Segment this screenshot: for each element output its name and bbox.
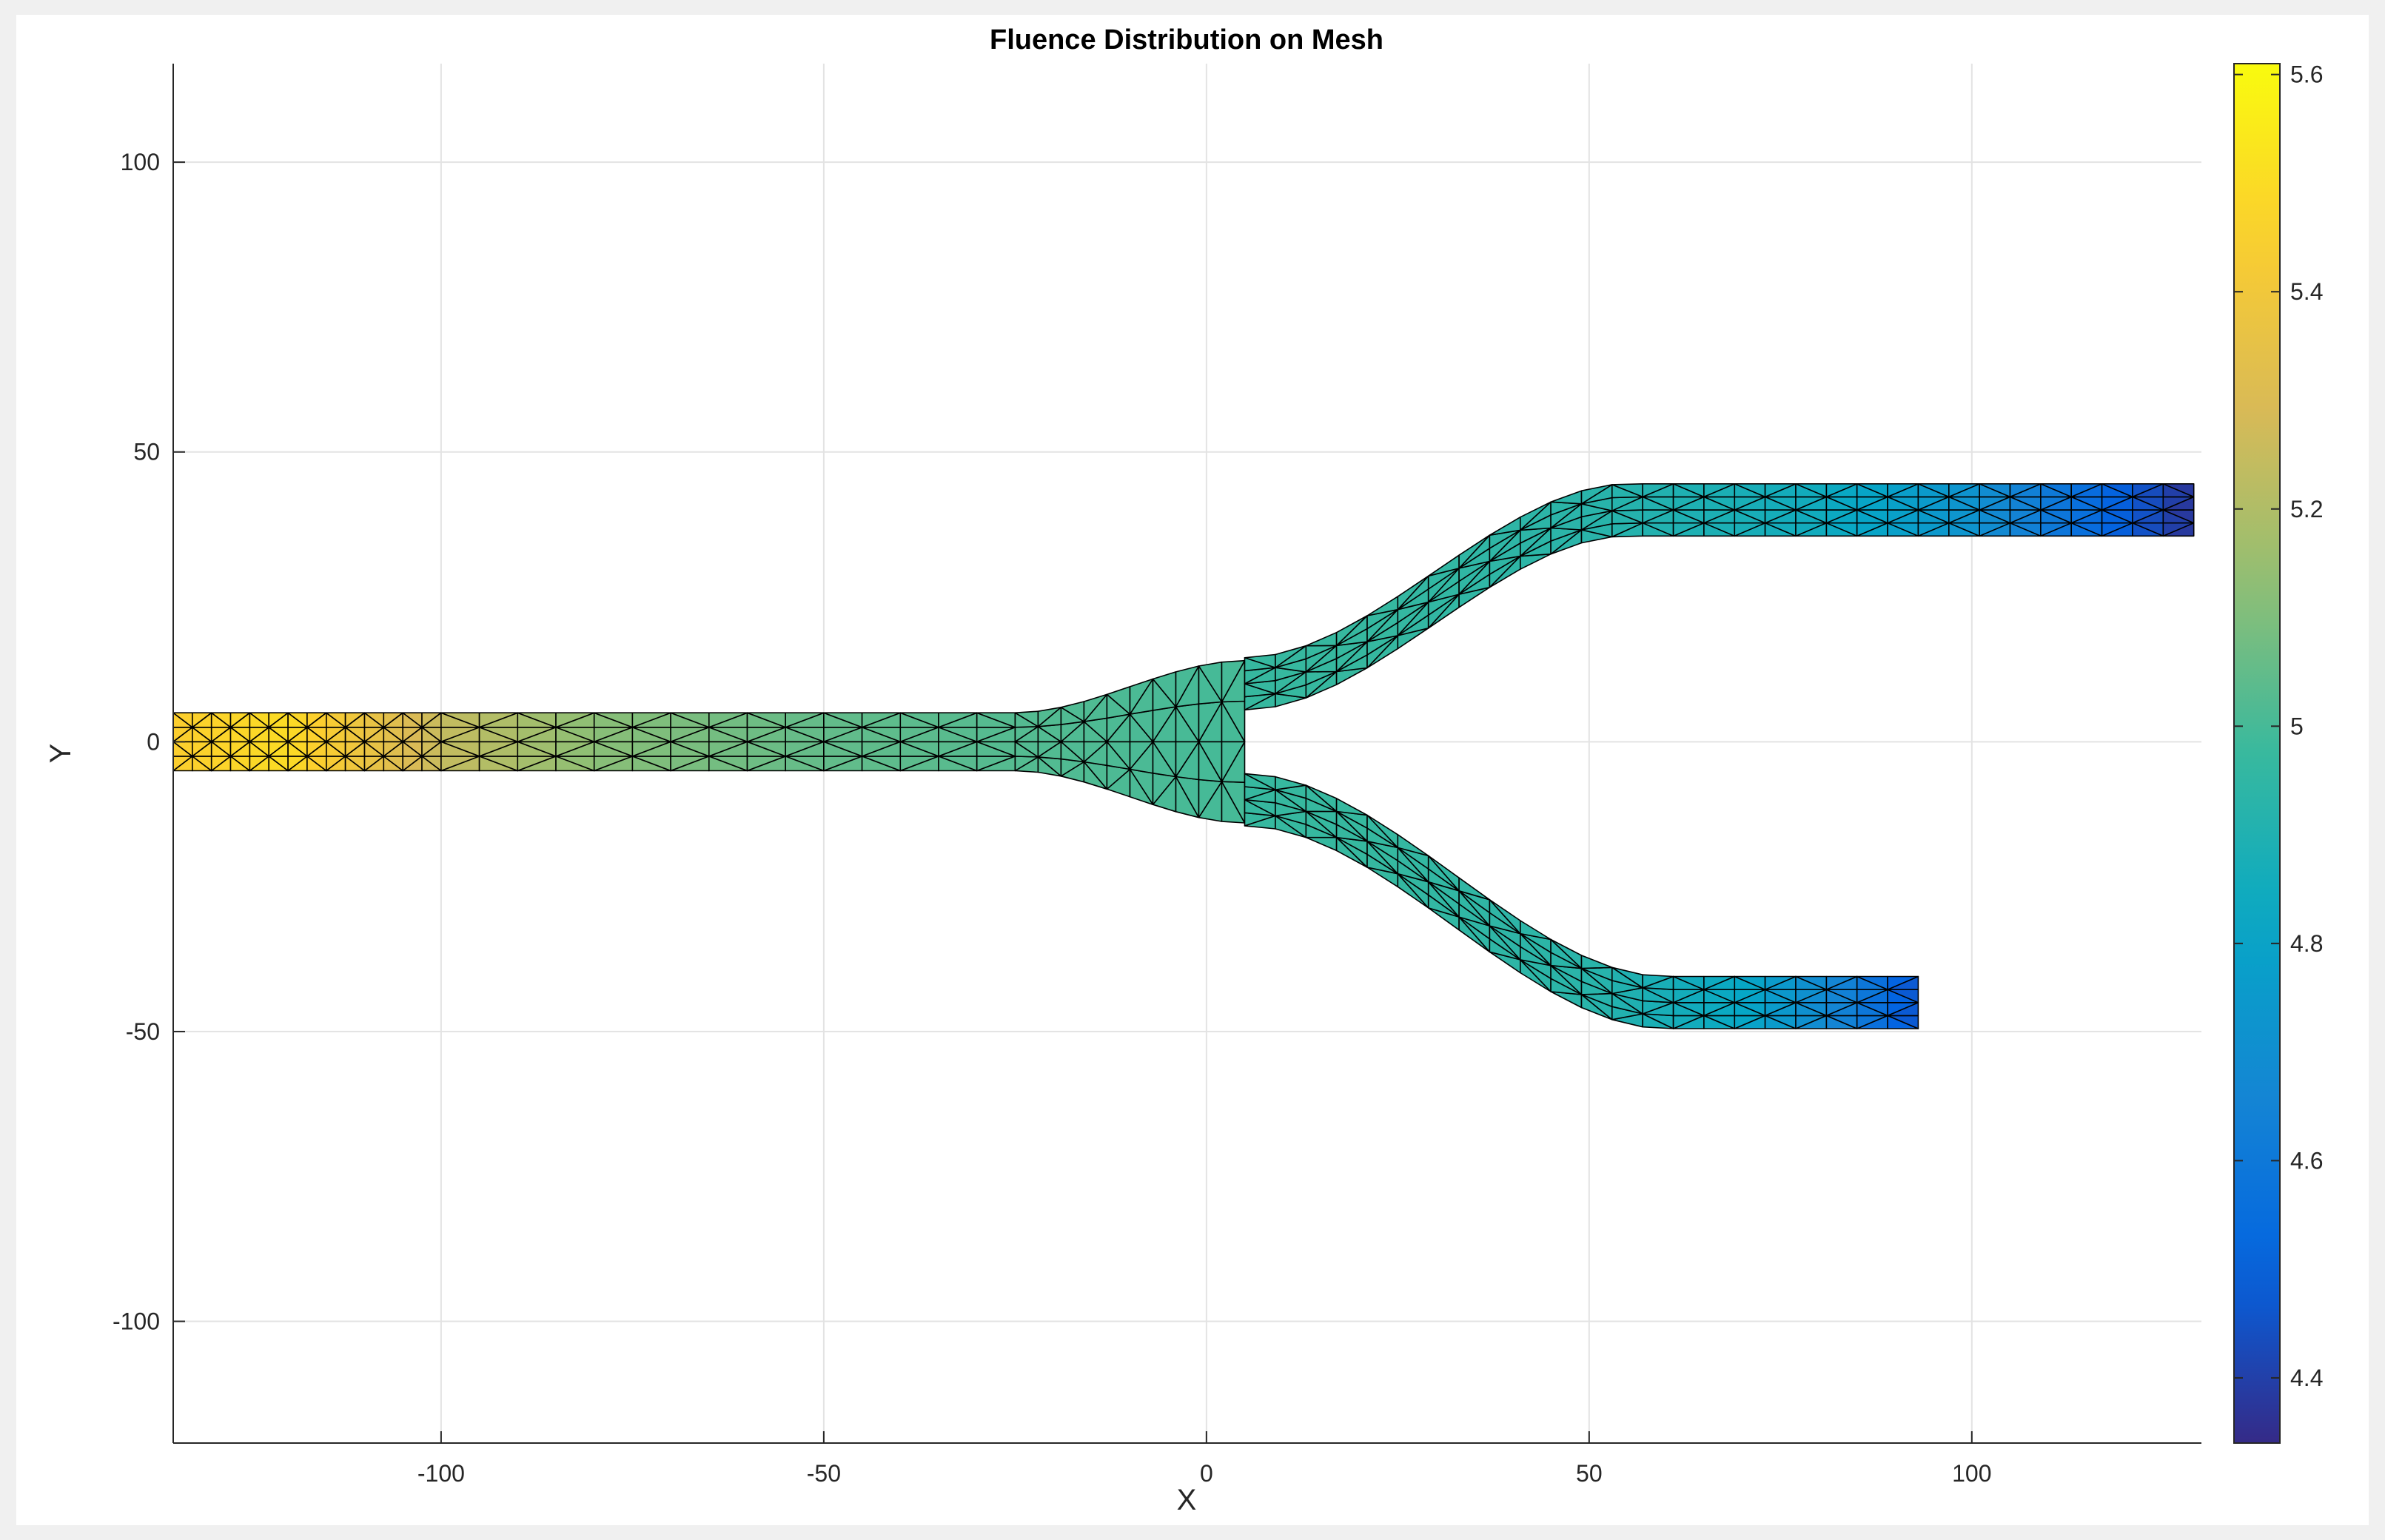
lower-branch-mesh-triangle (1520, 920, 1552, 941)
upper-branch-mesh-triangle (1520, 501, 1552, 531)
lower-branch-mesh-triangle (1397, 834, 1429, 857)
colorbar: 5.6 5.4 5.2 5 4.8 4.6 4.4 (2233, 61, 2323, 1444)
input-arm-mesh-triangle (344, 712, 366, 728)
y-tick-label: -100 (113, 1308, 160, 1335)
input-arm-mesh-triangle (306, 712, 327, 728)
upper-branch-mesh-triangle (1275, 645, 1307, 668)
junction-mesh-triangle (1129, 678, 1154, 715)
input-arm-mesh-triangle (861, 712, 902, 728)
axes-frame (172, 64, 2201, 1444)
y-tick-label: 100 (121, 149, 160, 175)
x-tick-label: 0 (1200, 1460, 1213, 1487)
junction-mesh-triangle (1083, 693, 1108, 722)
colorbar-tick-label: 5.6 (2290, 61, 2323, 88)
x-tick-label: 50 (1576, 1460, 1603, 1487)
input-arm-mesh-triangle (229, 712, 251, 728)
colorbar-tick-label: 4.4 (2290, 1365, 2323, 1391)
input-arm-mesh-triangle (191, 712, 212, 728)
y-tick-label: 50 (133, 439, 160, 465)
junction-mesh-triangle (1037, 706, 1062, 727)
x-axis-ticks: -100 -50 0 50 100 (417, 1431, 1992, 1487)
junction-mesh-triangle (1221, 659, 1246, 703)
input-arm-mesh-triangle (631, 712, 671, 728)
lower-branch-mesh-triangle (1580, 955, 1613, 969)
colorbar-ticks: 5.6 5.4 5.2 5 4.8 4.6 4.4 (2234, 61, 2323, 1391)
upper-branch-mesh-triangle (1887, 482, 1919, 498)
upper-branch-mesh-triangle (1580, 484, 1613, 505)
input-arm-mesh-triangle (785, 712, 825, 728)
input-arm-mesh-triangle (421, 712, 442, 728)
colorbar-bar (2233, 63, 2281, 1444)
input-arm-mesh-triangle (268, 712, 289, 728)
input-arm-mesh-triangle (938, 712, 978, 728)
upper-branch-mesh-triangle (2162, 482, 2195, 498)
input-arm-mesh-triangle (555, 712, 595, 728)
lower-branch-mesh-triangle (1275, 776, 1307, 790)
input-arm-mesh-triangle (708, 712, 748, 728)
lower-branch-mesh-triangle (1335, 798, 1368, 816)
lower-branch-mesh-triangle (1642, 974, 1674, 989)
chart-title: Fluence Distribution on Mesh (990, 24, 1383, 56)
colorbar-tick-label: 5.4 (2290, 278, 2323, 305)
colorbar-tick-label: 5.2 (2290, 496, 2323, 522)
upper-branch-mesh-triangle (1703, 482, 1736, 498)
upper-branch-mesh-triangle (1948, 482, 1980, 498)
upper-branch-mesh-triangle (1335, 615, 1368, 647)
input-arm-mesh-triangle (478, 712, 519, 728)
input-arm-mesh-triangle (383, 712, 404, 728)
upper-branch-mesh-triangle (2132, 482, 2164, 498)
colorbar-tick-label: 4.8 (2290, 930, 2323, 957)
lower-branch-mesh-triangle (1887, 975, 1919, 990)
upper-branch-mesh-triangle (1642, 482, 1674, 498)
upper-branch-mesh-triangle (2070, 482, 2103, 498)
upper-branch-mesh-triangle (1825, 482, 1858, 498)
x-tick-label: -50 (807, 1460, 841, 1487)
lower-branch-mesh-triangle (1825, 975, 1858, 990)
y-axis-label: Y (44, 744, 77, 764)
y-tick-label: 0 (147, 728, 160, 755)
lower-branch-mesh-triangle (1764, 975, 1797, 990)
upper-branch-mesh-triangle (1397, 575, 1429, 611)
upper-branch-mesh-triangle (1764, 482, 1797, 498)
upper-branch-mesh-triangle (2009, 482, 2042, 498)
lower-branch-mesh-triangle (1703, 975, 1736, 990)
mesh-plot (173, 482, 2195, 1029)
y-tick-label: -50 (126, 1018, 160, 1045)
x-axis-label: X (1177, 1484, 1197, 1516)
x-tick-label: -100 (417, 1460, 465, 1487)
colorbar-tick-label: 4.6 (2290, 1147, 2323, 1174)
x-tick-label: 100 (1952, 1460, 1991, 1487)
upper-branch-mesh-triangle (1458, 534, 1491, 569)
colorbar-tick-label: 5 (2290, 713, 2304, 739)
y-axis-ticks: 100 50 0 -50 -100 (113, 149, 185, 1335)
junction-mesh-triangle (1175, 665, 1200, 707)
lower-branch-mesh-triangle (1458, 877, 1491, 901)
